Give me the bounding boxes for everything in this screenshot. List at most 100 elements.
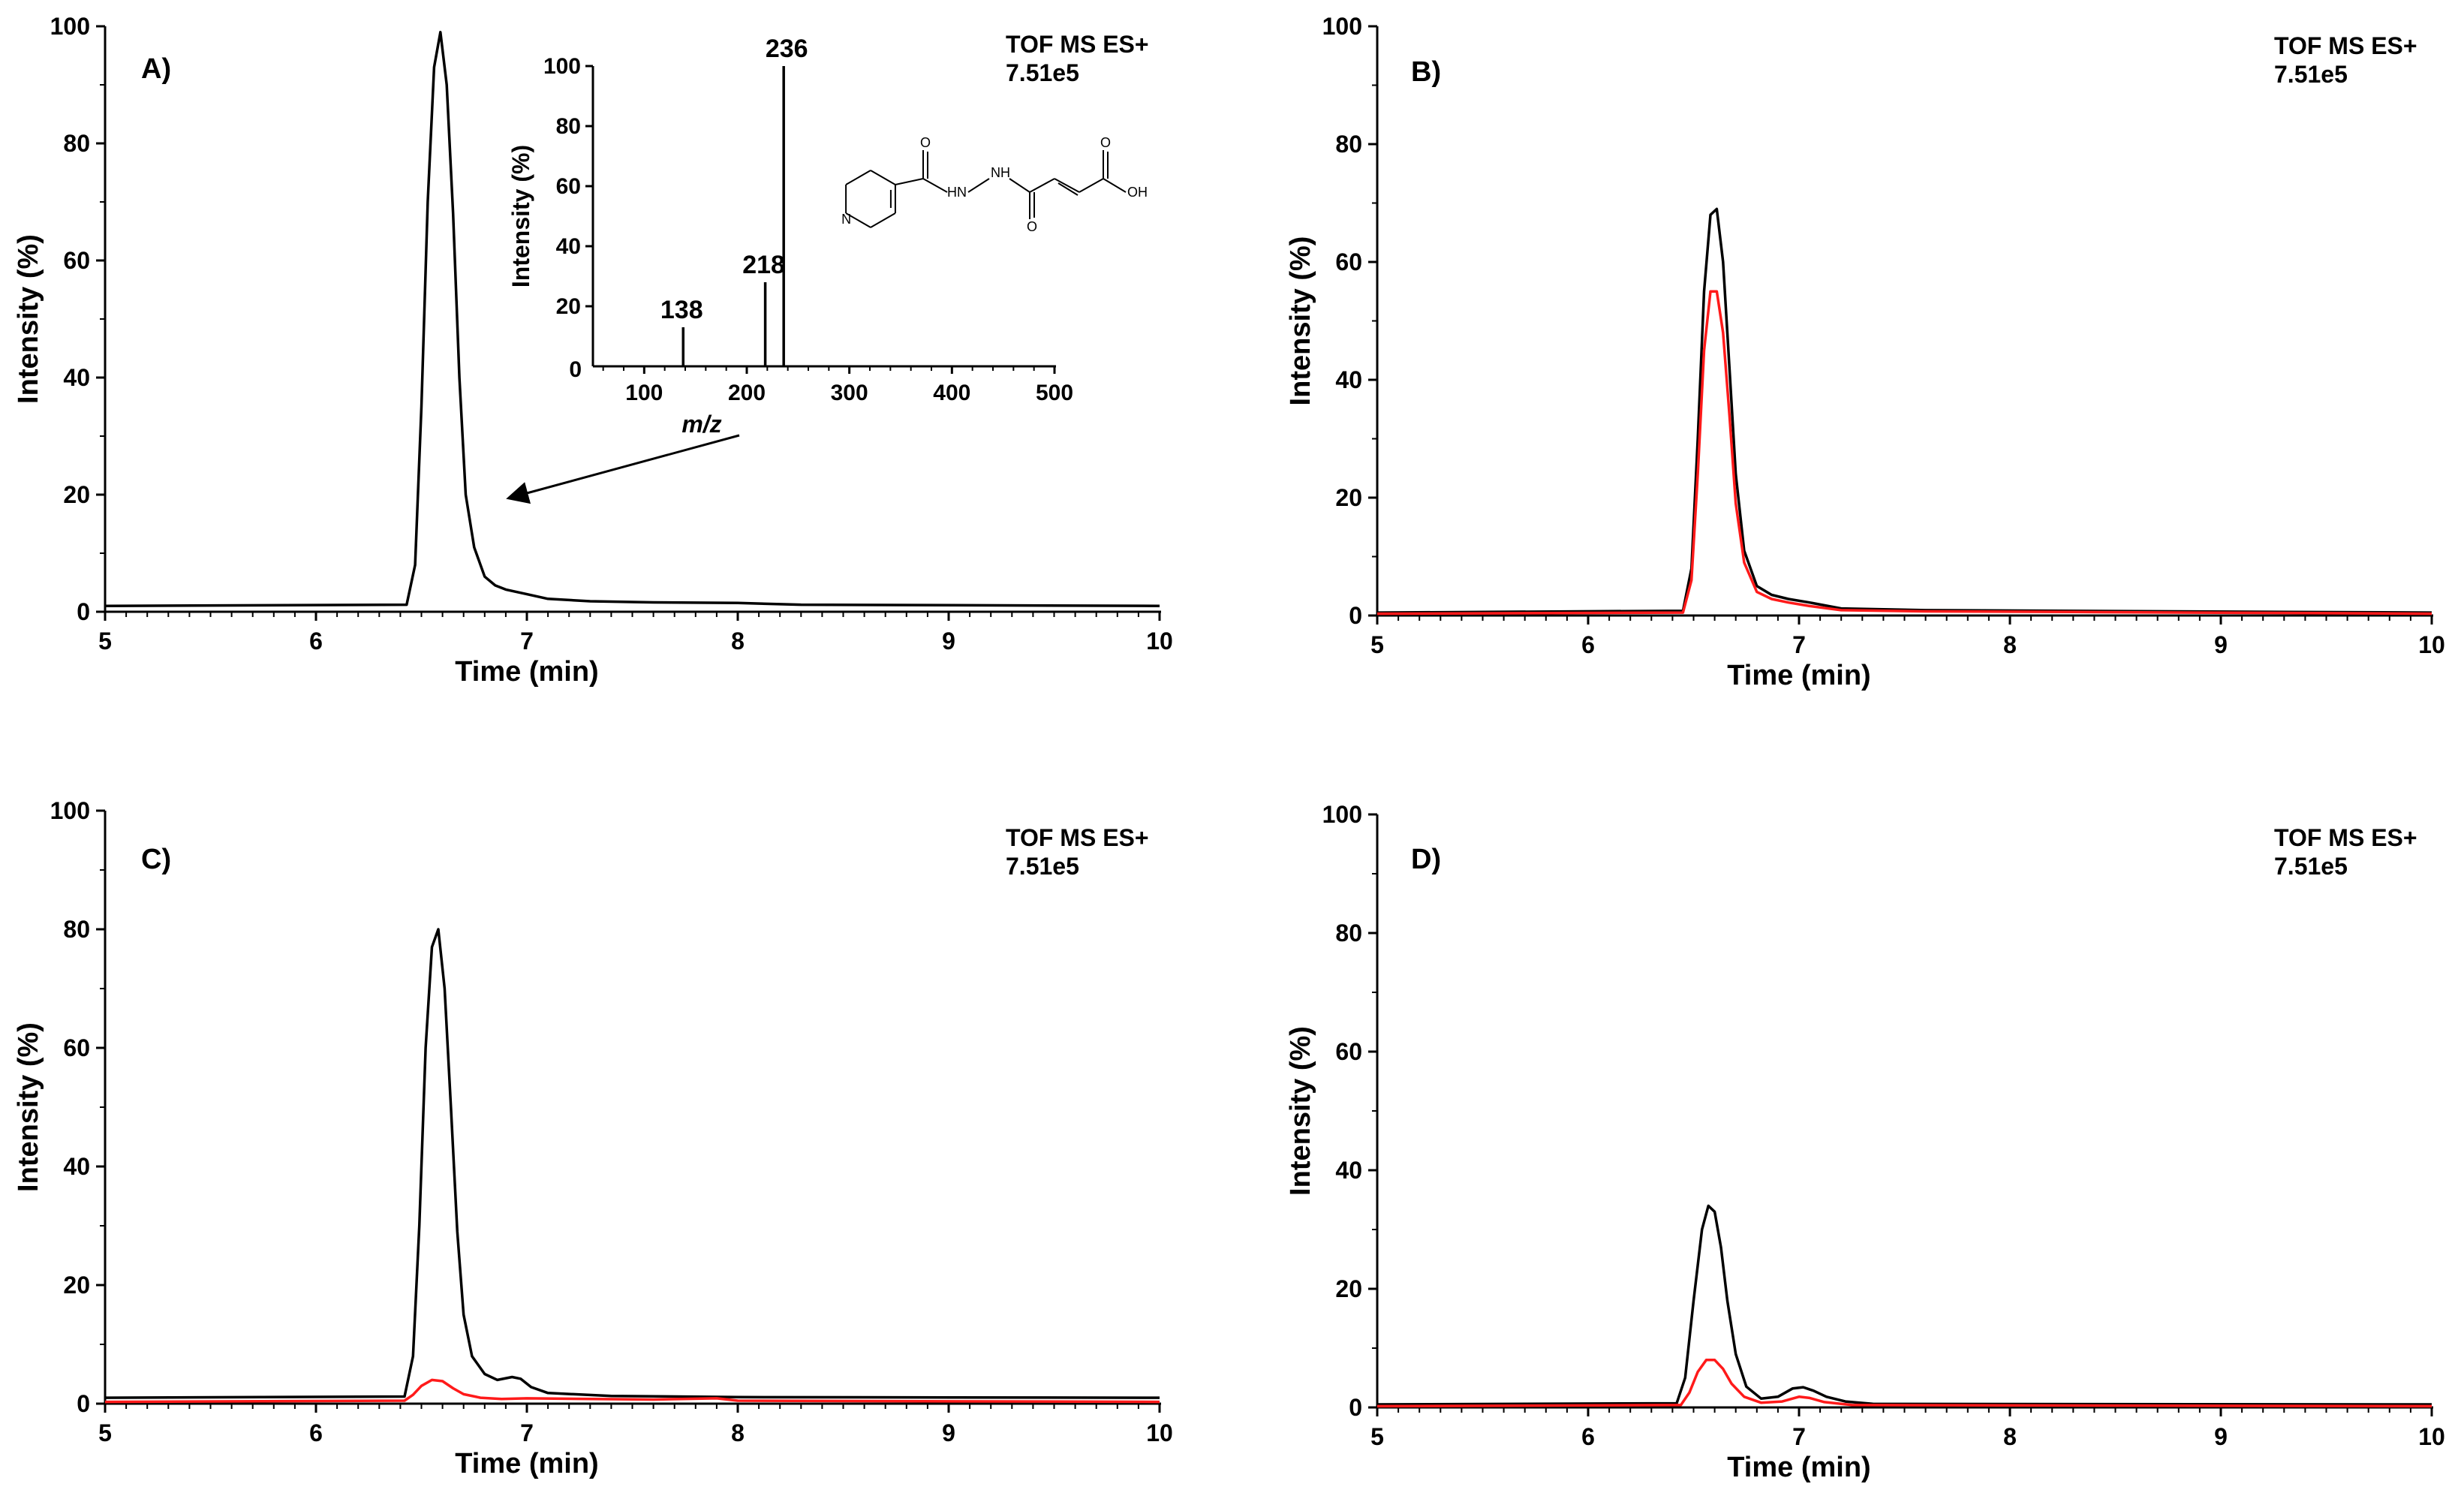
x-tick-label: 9 (942, 628, 955, 655)
ring-bond (845, 170, 871, 185)
y-tick-label: 80 (63, 130, 90, 157)
y-tick-label: 100 (1322, 13, 1362, 40)
acquisition-mode: TOF MS ES+ (1006, 824, 1149, 851)
series-red-line (104, 1378, 1160, 1404)
y-axis-label: Intensity (%) (1285, 1026, 1316, 1196)
x-axis-label: Time (min) (455, 656, 598, 688)
x-tick-label: 8 (2003, 1423, 2017, 1450)
y-tick-label: 20 (63, 481, 90, 508)
inset-y-tick-label: 20 (556, 294, 581, 319)
y-tick-label: 100 (1322, 801, 1362, 828)
ring-bond (870, 170, 896, 185)
panel-label: B) (1411, 56, 1441, 88)
ring-bond (870, 212, 896, 228)
panel-label: A) (141, 53, 171, 85)
x-tick-label: 8 (731, 1419, 745, 1446)
x-tick-label: 6 (1581, 1423, 1595, 1450)
bond (967, 178, 990, 193)
series-black-line (104, 928, 1160, 1399)
series-red-line (1376, 290, 2432, 616)
y-axis-label: Intensity (%) (1285, 236, 1316, 406)
acquisition-mode: TOF MS ES+ (2274, 824, 2417, 851)
inset-y-tick-label: 80 (556, 114, 581, 139)
y-tick-label: 100 (50, 797, 90, 824)
y-tick-label: 40 (63, 364, 90, 391)
y-tick-label: 20 (63, 1272, 90, 1299)
y-axis-label: Intensity (%) (13, 1022, 44, 1192)
x-tick-label: 9 (942, 1419, 955, 1446)
bond (1009, 178, 1030, 193)
bond (1079, 178, 1104, 193)
x-tick-label: 10 (1146, 628, 1173, 655)
ring-bond (845, 212, 871, 228)
x-tick-label: 7 (520, 628, 534, 655)
x-tick-label: 7 (1792, 1423, 1806, 1450)
pointer-arrow (506, 434, 740, 504)
y-axis-label: Intensity (%) (13, 234, 44, 404)
series-red-line (1376, 1359, 2432, 1408)
panel-label: D) (1411, 844, 1441, 875)
acquisition-mode: TOF MS ES+ (2274, 32, 2417, 59)
arrow-line (506, 434, 740, 504)
bond (922, 178, 948, 193)
series-black-line (104, 31, 1160, 607)
bond (1029, 178, 1055, 193)
scale-factor: 7.51e5 (2274, 853, 2348, 880)
x-tick-label: 5 (1370, 1423, 1384, 1450)
mass-spectrum-inset: 100 200 300 400 500 0 20 40 60 80 100 Intensity (%)… (507, 35, 1148, 438)
y-tick-label: 60 (63, 247, 90, 274)
inset-y-tick-label: 100 (543, 54, 581, 79)
inset-x-tick-label: 400 (933, 381, 970, 405)
x-tick-label: 6 (1581, 631, 1595, 658)
inset-x-tick-label: 100 (625, 381, 663, 405)
scale-factor: 7.51e5 (2274, 61, 2348, 88)
x-tick-label: 9 (2214, 1423, 2228, 1450)
inset-peak-label-236: 236 (766, 35, 808, 63)
x-tick-label: 10 (1146, 1419, 1173, 1446)
x-tick-label: 8 (731, 628, 745, 655)
scale-factor: 7.51e5 (1006, 59, 1079, 86)
inset-x-origin-label: 0 (569, 357, 582, 382)
atom-label: O (1027, 219, 1037, 234)
y-tick-label: 0 (77, 598, 90, 625)
scale-factor: 7.51e5 (1006, 853, 1079, 880)
inset-x-tick-label: 200 (728, 381, 766, 405)
molecular-structure: N O HN NH O O OH (841, 135, 1148, 234)
y-tick-label: 100 (50, 13, 90, 40)
inset-peak-label-218: 218 (742, 251, 785, 279)
x-tick-label: 9 (2214, 631, 2228, 658)
x-tick-label: 6 (309, 1419, 323, 1446)
x-axis-label: Time (min) (1727, 660, 1870, 691)
x-axis-label: Time (min) (455, 1448, 598, 1479)
panel-label: C) (141, 844, 171, 875)
atom-label: NH (991, 165, 1010, 180)
series-black-line (1376, 1204, 2432, 1406)
y-tick-label: 0 (1349, 602, 1362, 629)
inset-y-tick-label: 60 (556, 174, 581, 199)
y-tick-label: 60 (63, 1034, 90, 1061)
x-tick-label: 5 (98, 1419, 112, 1446)
x-tick-label: 10 (2418, 1423, 2445, 1450)
y-tick-label: 40 (63, 1153, 90, 1180)
atom-label: HN (947, 185, 967, 200)
y-tick-label: 0 (77, 1390, 90, 1417)
y-tick-label: 20 (1335, 1275, 1362, 1302)
y-tick-label: 20 (1335, 484, 1362, 511)
y-tick-label: 60 (1335, 1038, 1362, 1065)
atom-label: OH (1127, 185, 1148, 200)
x-tick-label: 7 (520, 1419, 534, 1446)
inset-x-axis-label: m/z (681, 411, 721, 438)
x-tick-label: 7 (1792, 631, 1806, 658)
y-tick-label: 0 (1349, 1394, 1362, 1421)
inset-peak-label-138: 138 (660, 296, 703, 324)
atom-label: O (1100, 135, 1111, 150)
y-tick-label: 40 (1335, 366, 1362, 393)
atom-label: N (841, 212, 851, 227)
y-tick-label: 60 (1335, 248, 1362, 275)
x-axis-label: Time (min) (1727, 1452, 1870, 1483)
